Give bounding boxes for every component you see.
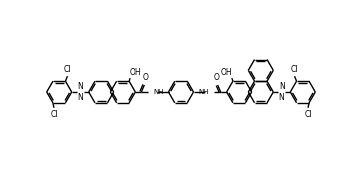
Text: Cl: Cl	[50, 110, 58, 119]
Text: N: N	[278, 93, 284, 102]
Text: O: O	[142, 73, 148, 82]
Text: N: N	[78, 93, 84, 102]
Text: NH: NH	[198, 89, 209, 95]
Text: OH: OH	[130, 68, 142, 77]
Text: N: N	[279, 82, 285, 91]
Text: OH: OH	[220, 68, 232, 77]
Text: Cl: Cl	[64, 65, 71, 74]
Text: NH: NH	[153, 89, 164, 95]
Text: Cl: Cl	[304, 110, 312, 119]
Text: O: O	[214, 73, 220, 82]
Text: Cl: Cl	[291, 65, 298, 74]
Text: N: N	[77, 82, 83, 91]
